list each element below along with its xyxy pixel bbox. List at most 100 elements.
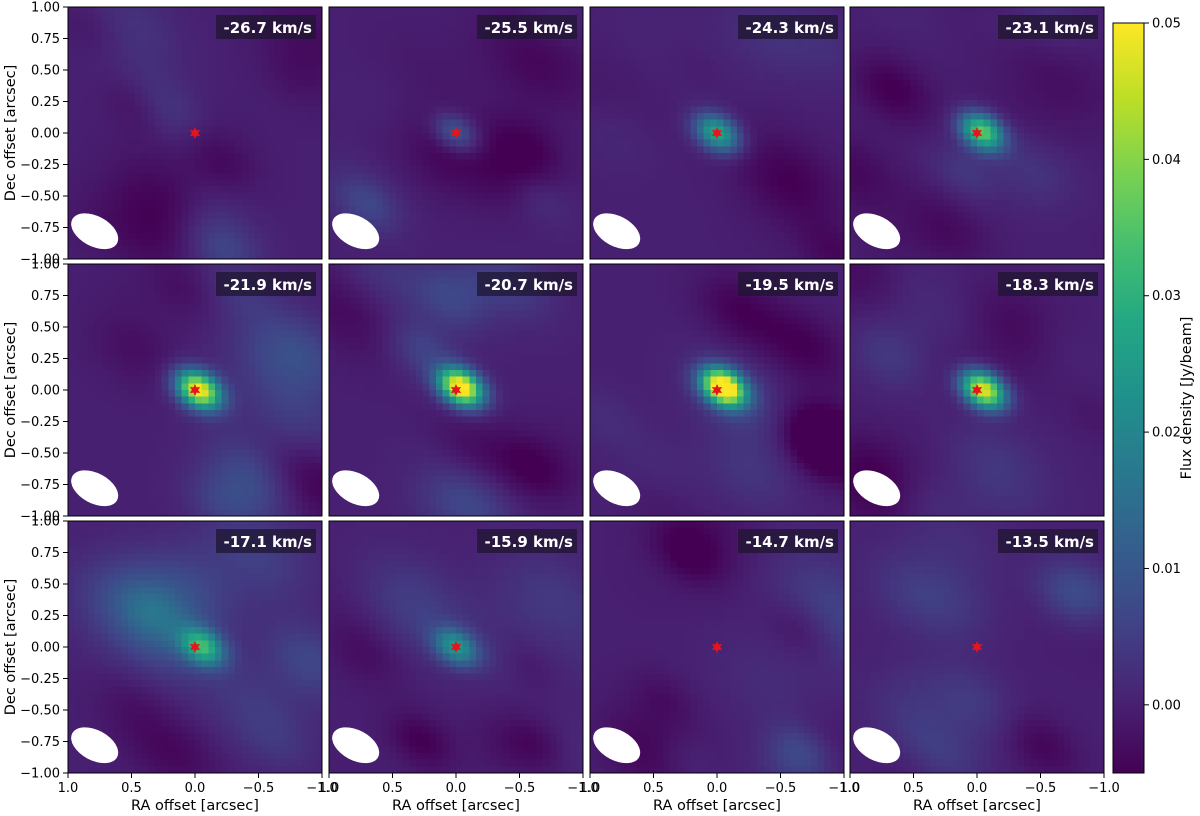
flux-pixel: [389, 40, 397, 48]
flux-pixel: [221, 93, 230, 101]
flux-pixel: [1037, 99, 1045, 108]
flux-pixel: [650, 60, 658, 68]
flux-pixel: [910, 26, 918, 35]
flux-pixel: [1097, 26, 1104, 35]
flux-pixel: [876, 66, 885, 74]
flux-pixel: [308, 245, 316, 253]
flux-pixel: [670, 192, 678, 200]
flux-pixel: [643, 139, 651, 147]
flux-pixel: [489, 40, 497, 48]
flux-pixel: [429, 192, 437, 200]
flux-pixel: [134, 159, 143, 167]
flux-pixel: [121, 225, 129, 234]
flux-pixel: [114, 26, 123, 35]
flux-pixel: [255, 46, 263, 55]
flux-pixel: [576, 7, 583, 15]
flux-pixel: [288, 146, 296, 154]
flux-pixel: [248, 7, 256, 15]
flux-pixel: [509, 205, 517, 214]
flux-pixel: [335, 252, 343, 259]
flux-pixel: [890, 46, 898, 55]
beam-ellipse: [332, 213, 380, 250]
flux-pixel: [456, 239, 464, 247]
flux-pixel: [201, 106, 209, 114]
flux-pixel: [1070, 93, 1078, 101]
flux-pixel: [883, 99, 891, 108]
flux-pixel: [723, 66, 731, 74]
flux-pixel: [395, 93, 404, 101]
flux-pixel: [549, 113, 557, 121]
flux-pixel: [876, 33, 885, 41]
flux-pixel: [896, 106, 905, 114]
flux-pixel: [248, 126, 256, 134]
flux-pixel: [750, 225, 758, 234]
flux-pixel: [68, 133, 76, 141]
flux-pixel: [610, 79, 618, 88]
flux-pixel: [355, 119, 364, 127]
flux-pixel: [643, 33, 651, 41]
flux-pixel: [876, 20, 885, 28]
flux-pixel: [114, 40, 123, 48]
flux-pixel: [690, 86, 698, 94]
flux-pixel: [1023, 86, 1032, 94]
flux-pixel: [636, 7, 645, 15]
flux-pixel: [683, 66, 691, 74]
flux-pixel: [121, 53, 129, 61]
flux-pixel: [429, 40, 437, 48]
flux-pixel: [154, 99, 163, 108]
flux-pixel: [703, 172, 711, 181]
flux-pixel: [670, 245, 678, 253]
flux-pixel: [496, 86, 504, 94]
flux-pixel: [275, 139, 283, 147]
flux-pixel: [81, 26, 89, 35]
flux-pixel: [462, 146, 470, 154]
flux-pixel: [797, 79, 805, 88]
flux-pixel: [663, 166, 671, 174]
flux-pixel: [88, 119, 96, 127]
flux-pixel: [415, 20, 424, 28]
flux-pixel: [663, 26, 671, 35]
flux-pixel: [696, 13, 705, 21]
flux-pixel: [148, 199, 156, 207]
flux-pixel: [308, 172, 316, 181]
flux-pixel: [469, 113, 477, 121]
flux-pixel: [134, 46, 143, 55]
flux-pixel: [1010, 106, 1018, 114]
flux-pixel: [696, 53, 705, 61]
flux-pixel: [335, 199, 343, 207]
flux-pixel: [763, 119, 772, 127]
flux-pixel: [154, 20, 163, 28]
flux-pixel: [81, 53, 89, 61]
flux-pixel: [663, 126, 671, 134]
flux-pixel: [349, 245, 357, 253]
flux-pixel: [803, 60, 812, 68]
flux-pixel: [81, 86, 89, 94]
flux-pixel: [255, 179, 263, 187]
flux-pixel: [930, 86, 938, 94]
flux-pixel: [462, 166, 470, 174]
flux-pixel: [188, 126, 196, 134]
flux-pixel: [623, 40, 631, 48]
flux-pixel: [743, 152, 752, 161]
flux-pixel: [717, 252, 725, 259]
flux-pixel: [496, 199, 504, 207]
flux-pixel: [235, 219, 243, 227]
flux-pixel: [803, 86, 812, 94]
flux-pixel: [790, 106, 798, 114]
flux-pixel: [903, 73, 911, 81]
flux-pixel: [442, 126, 450, 134]
flux-pixel: [509, 212, 517, 220]
flux-pixel: [556, 192, 564, 200]
flux-pixel: [650, 13, 658, 21]
flux-pixel: [730, 26, 738, 35]
flux-pixel: [355, 186, 364, 194]
flux-pixel: [215, 166, 223, 174]
flux-pixel: [730, 212, 738, 220]
flux-pixel: [823, 152, 832, 161]
flux-pixel: [355, 33, 364, 41]
flux-pixel: [228, 106, 236, 114]
flux-pixel: [1023, 66, 1032, 74]
flux-pixel: [415, 252, 424, 259]
flux-pixel: [542, 79, 551, 88]
flux-pixel: [923, 60, 931, 68]
